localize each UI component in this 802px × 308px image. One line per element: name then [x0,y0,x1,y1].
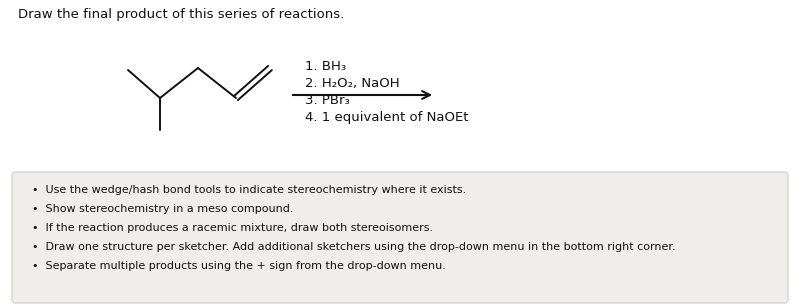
Text: 1. BH₃: 1. BH₃ [305,60,346,73]
Text: •  Show stereochemistry in a meso compound.: • Show stereochemistry in a meso compoun… [32,204,294,214]
Text: •  Draw one structure per sketcher. Add additional sketchers using the drop-down: • Draw one structure per sketcher. Add a… [32,242,675,252]
Text: Draw the final product of this series of reactions.: Draw the final product of this series of… [18,8,344,21]
Text: •  Separate multiple products using the + sign from the drop-down menu.: • Separate multiple products using the +… [32,261,446,271]
Text: 2. H₂O₂, NaOH: 2. H₂O₂, NaOH [305,77,399,90]
Text: 4. 1 equivalent of NaOEt: 4. 1 equivalent of NaOEt [305,111,468,124]
Text: •  If the reaction produces a racemic mixture, draw both stereoisomers.: • If the reaction produces a racemic mix… [32,223,433,233]
Text: 3. PBr₃: 3. PBr₃ [305,94,350,107]
Text: •  Use the wedge/hash bond tools to indicate stereochemistry where it exists.: • Use the wedge/hash bond tools to indic… [32,185,466,195]
FancyBboxPatch shape [12,172,788,303]
